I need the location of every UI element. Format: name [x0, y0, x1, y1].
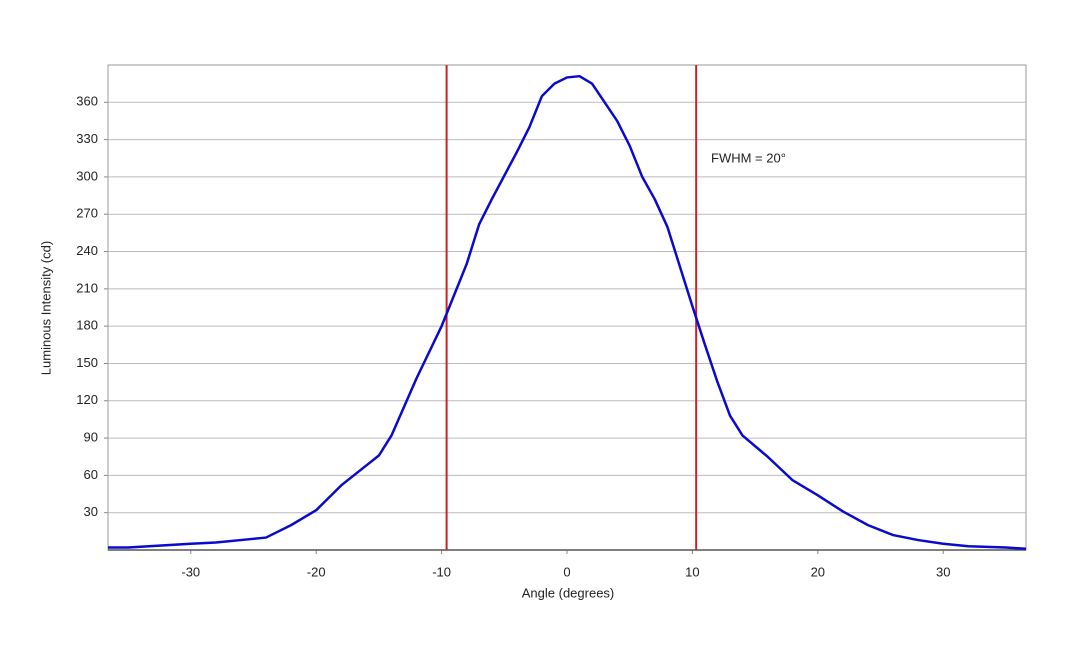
- y-tick-label: 360: [76, 94, 98, 109]
- x-tick-label: -30: [181, 564, 200, 579]
- y-tick-label: 30: [84, 504, 98, 519]
- y-tick-label: 300: [76, 168, 98, 183]
- plot-area: [107, 64, 1027, 551]
- y-axis-label: Luminous Intensity (cd): [38, 241, 53, 375]
- y-tick-label: 150: [76, 355, 98, 370]
- x-tick-label: 20: [811, 564, 825, 579]
- y-tick-label: 330: [76, 131, 98, 146]
- x-tick-label: -20: [307, 564, 326, 579]
- x-tick-label: 30: [936, 564, 950, 579]
- x-tick-label: 10: [685, 564, 699, 579]
- intensity-line: [108, 74, 1027, 551]
- y-tick-label: 210: [76, 280, 98, 295]
- y-tick-label: 90: [84, 430, 98, 445]
- y-tick-label: 60: [84, 467, 98, 482]
- y-tick-label: 240: [76, 243, 98, 258]
- x-tick-label: -10: [432, 564, 451, 579]
- y-tick-label: 180: [76, 318, 98, 333]
- x-tick-label: 0: [563, 564, 570, 579]
- x-axis-label: Angle (degrees): [522, 585, 615, 600]
- y-tick-label: 270: [76, 206, 98, 221]
- y-tick-label: 120: [76, 392, 98, 407]
- annotation: FWHM = 20°: [711, 150, 786, 165]
